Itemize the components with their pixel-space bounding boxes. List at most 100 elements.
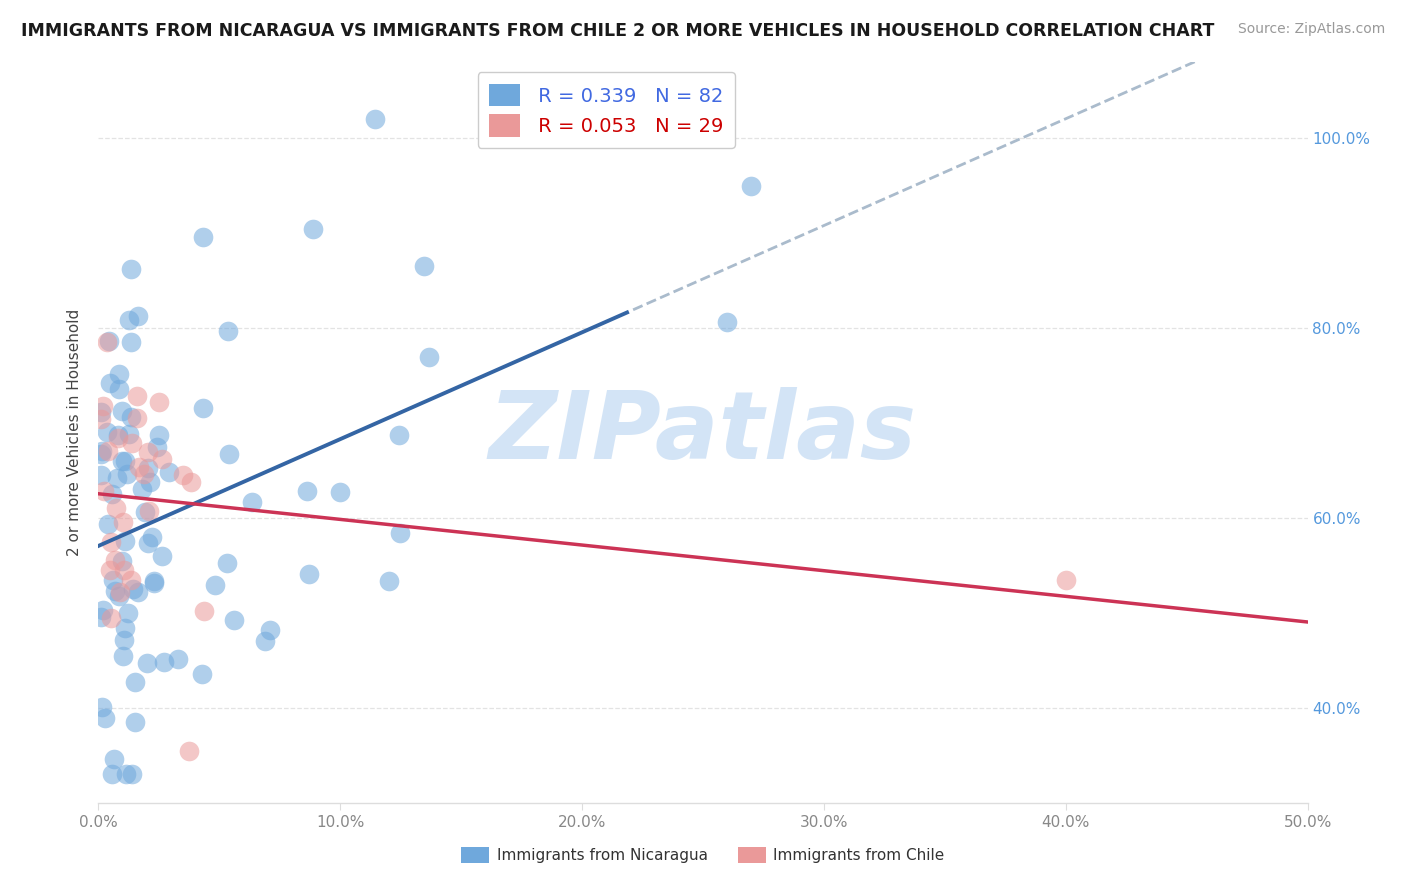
Point	[143, 574, 166, 588]
Point	[120, 409, 142, 424]
Point	[124, 675, 146, 690]
Point	[191, 401, 214, 416]
Point	[90, 405, 112, 419]
Point	[150, 451, 173, 466]
Point	[104, 553, 127, 567]
Point	[153, 655, 176, 669]
Point	[97, 334, 120, 348]
Point	[103, 752, 125, 766]
Point	[103, 573, 125, 587]
Point	[363, 112, 385, 127]
Point	[148, 395, 170, 409]
Point	[128, 459, 150, 474]
Text: IMMIGRANTS FROM NICARAGUA VS IMMIGRANTS FROM CHILE 2 OR MORE VEHICLES IN HOUSEHO: IMMIGRANTS FROM NICARAGUA VS IMMIGRANTS …	[21, 22, 1215, 40]
Point	[111, 404, 134, 418]
Point	[716, 315, 738, 329]
Point	[218, 447, 240, 461]
Point	[91, 602, 114, 616]
Point	[111, 454, 134, 468]
Point	[179, 743, 201, 757]
Point	[90, 412, 112, 426]
Point	[301, 222, 323, 236]
Text: Source: ZipAtlas.com: Source: ZipAtlas.com	[1237, 22, 1385, 37]
Point	[93, 711, 115, 725]
Point	[107, 428, 129, 442]
Point	[127, 310, 149, 324]
Point	[120, 261, 142, 276]
Point	[138, 536, 160, 550]
Point	[1054, 573, 1077, 587]
Point	[107, 431, 129, 445]
Point	[91, 399, 114, 413]
Point	[97, 444, 120, 458]
Point	[93, 483, 115, 498]
Point	[418, 350, 440, 364]
Point	[114, 621, 136, 635]
Point	[101, 767, 124, 781]
Point	[240, 495, 263, 509]
Point	[120, 335, 142, 350]
Point	[111, 649, 134, 664]
Point	[412, 260, 434, 274]
Point	[98, 376, 121, 391]
Point	[104, 501, 127, 516]
Point	[141, 530, 163, 544]
Point	[96, 334, 118, 349]
Point	[215, 556, 238, 570]
Point	[110, 554, 132, 568]
Point	[127, 389, 149, 403]
Point	[117, 606, 139, 620]
Y-axis label: 2 or more Vehicles in Household: 2 or more Vehicles in Household	[67, 309, 83, 557]
Point	[146, 441, 169, 455]
Point	[104, 583, 127, 598]
Point	[112, 563, 135, 577]
Point	[107, 590, 129, 604]
Point	[204, 578, 226, 592]
Point	[124, 714, 146, 729]
Point	[121, 767, 143, 781]
Point	[90, 467, 112, 482]
Point	[100, 534, 122, 549]
Point	[108, 382, 131, 396]
Point	[122, 582, 145, 596]
Point	[180, 475, 202, 489]
Point	[150, 549, 173, 563]
Point	[191, 230, 214, 244]
Point	[389, 525, 412, 540]
Point	[107, 367, 129, 381]
Point	[139, 475, 162, 490]
Point	[172, 468, 194, 483]
Point	[136, 444, 159, 458]
Point	[108, 585, 131, 599]
Text: ZIPatlas: ZIPatlas	[489, 386, 917, 479]
Point	[148, 428, 170, 442]
Point	[193, 604, 215, 618]
Point	[166, 652, 188, 666]
Point	[377, 574, 399, 588]
Point	[96, 425, 118, 439]
Point	[136, 461, 159, 475]
Point	[222, 613, 245, 627]
Point	[118, 426, 141, 441]
Point	[100, 611, 122, 625]
Point	[98, 563, 121, 577]
Point	[114, 533, 136, 548]
Point	[295, 483, 318, 498]
Point	[329, 484, 352, 499]
Point	[115, 767, 138, 781]
Point	[112, 632, 135, 647]
Point	[90, 444, 112, 458]
Point	[120, 574, 142, 588]
Point	[138, 504, 160, 518]
Point	[97, 516, 120, 531]
Point	[90, 700, 112, 714]
Point	[190, 667, 212, 681]
Point	[125, 411, 148, 425]
Point	[217, 324, 239, 338]
Point	[157, 466, 180, 480]
Point	[117, 313, 139, 327]
Point	[134, 505, 156, 519]
Point	[142, 576, 165, 591]
Legend: Immigrants from Nicaragua, Immigrants from Chile: Immigrants from Nicaragua, Immigrants fr…	[456, 841, 950, 869]
Point	[115, 467, 138, 481]
